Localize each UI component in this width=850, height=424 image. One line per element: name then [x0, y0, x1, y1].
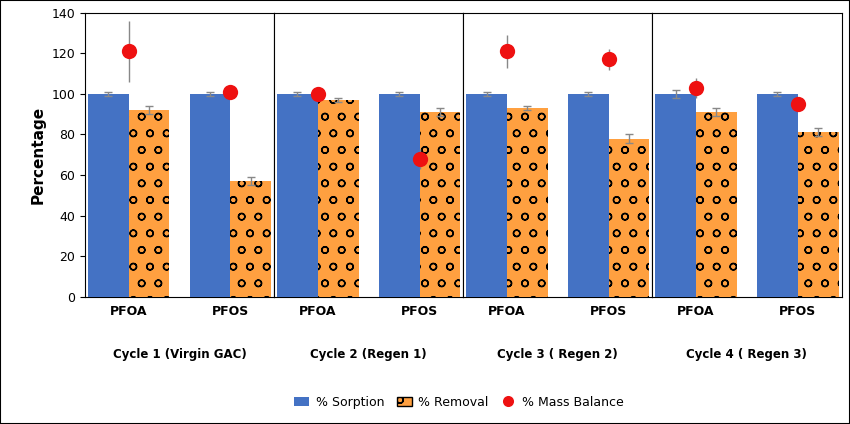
Text: PFOA: PFOA — [677, 305, 715, 318]
Bar — [190, 94, 230, 297]
Text: PFOS: PFOS — [401, 305, 439, 318]
Bar — [230, 181, 271, 297]
Bar — [420, 112, 461, 297]
Bar — [379, 94, 420, 297]
Text: PFOA: PFOA — [299, 305, 337, 318]
Bar — [568, 94, 609, 297]
Text: Cycle 2 (Regen 1): Cycle 2 (Regen 1) — [310, 348, 427, 361]
Bar — [757, 94, 798, 297]
Bar — [609, 139, 649, 297]
Bar — [466, 94, 507, 297]
Text: PFOA: PFOA — [110, 305, 147, 318]
Bar — [88, 94, 128, 297]
Y-axis label: Percentage: Percentage — [31, 106, 46, 204]
Text: PFOS: PFOS — [212, 305, 249, 318]
Text: Cycle 1 (Virgin GAC): Cycle 1 (Virgin GAC) — [113, 348, 246, 361]
Bar — [277, 94, 318, 297]
Text: Cycle 3 ( Regen 2): Cycle 3 ( Regen 2) — [497, 348, 618, 361]
Bar — [798, 132, 839, 297]
Bar — [696, 112, 737, 297]
Bar — [507, 108, 547, 297]
Text: PFOS: PFOS — [779, 305, 817, 318]
Text: PFOS: PFOS — [590, 305, 627, 318]
Legend: % Sorption, % Removal, % Mass Balance: % Sorption, % Removal, % Mass Balance — [289, 391, 629, 413]
Bar — [318, 100, 359, 297]
Bar — [655, 94, 696, 297]
Text: Cycle 4 ( Regen 3): Cycle 4 ( Regen 3) — [687, 348, 808, 361]
Text: PFOA: PFOA — [488, 305, 525, 318]
Bar — [128, 110, 169, 297]
